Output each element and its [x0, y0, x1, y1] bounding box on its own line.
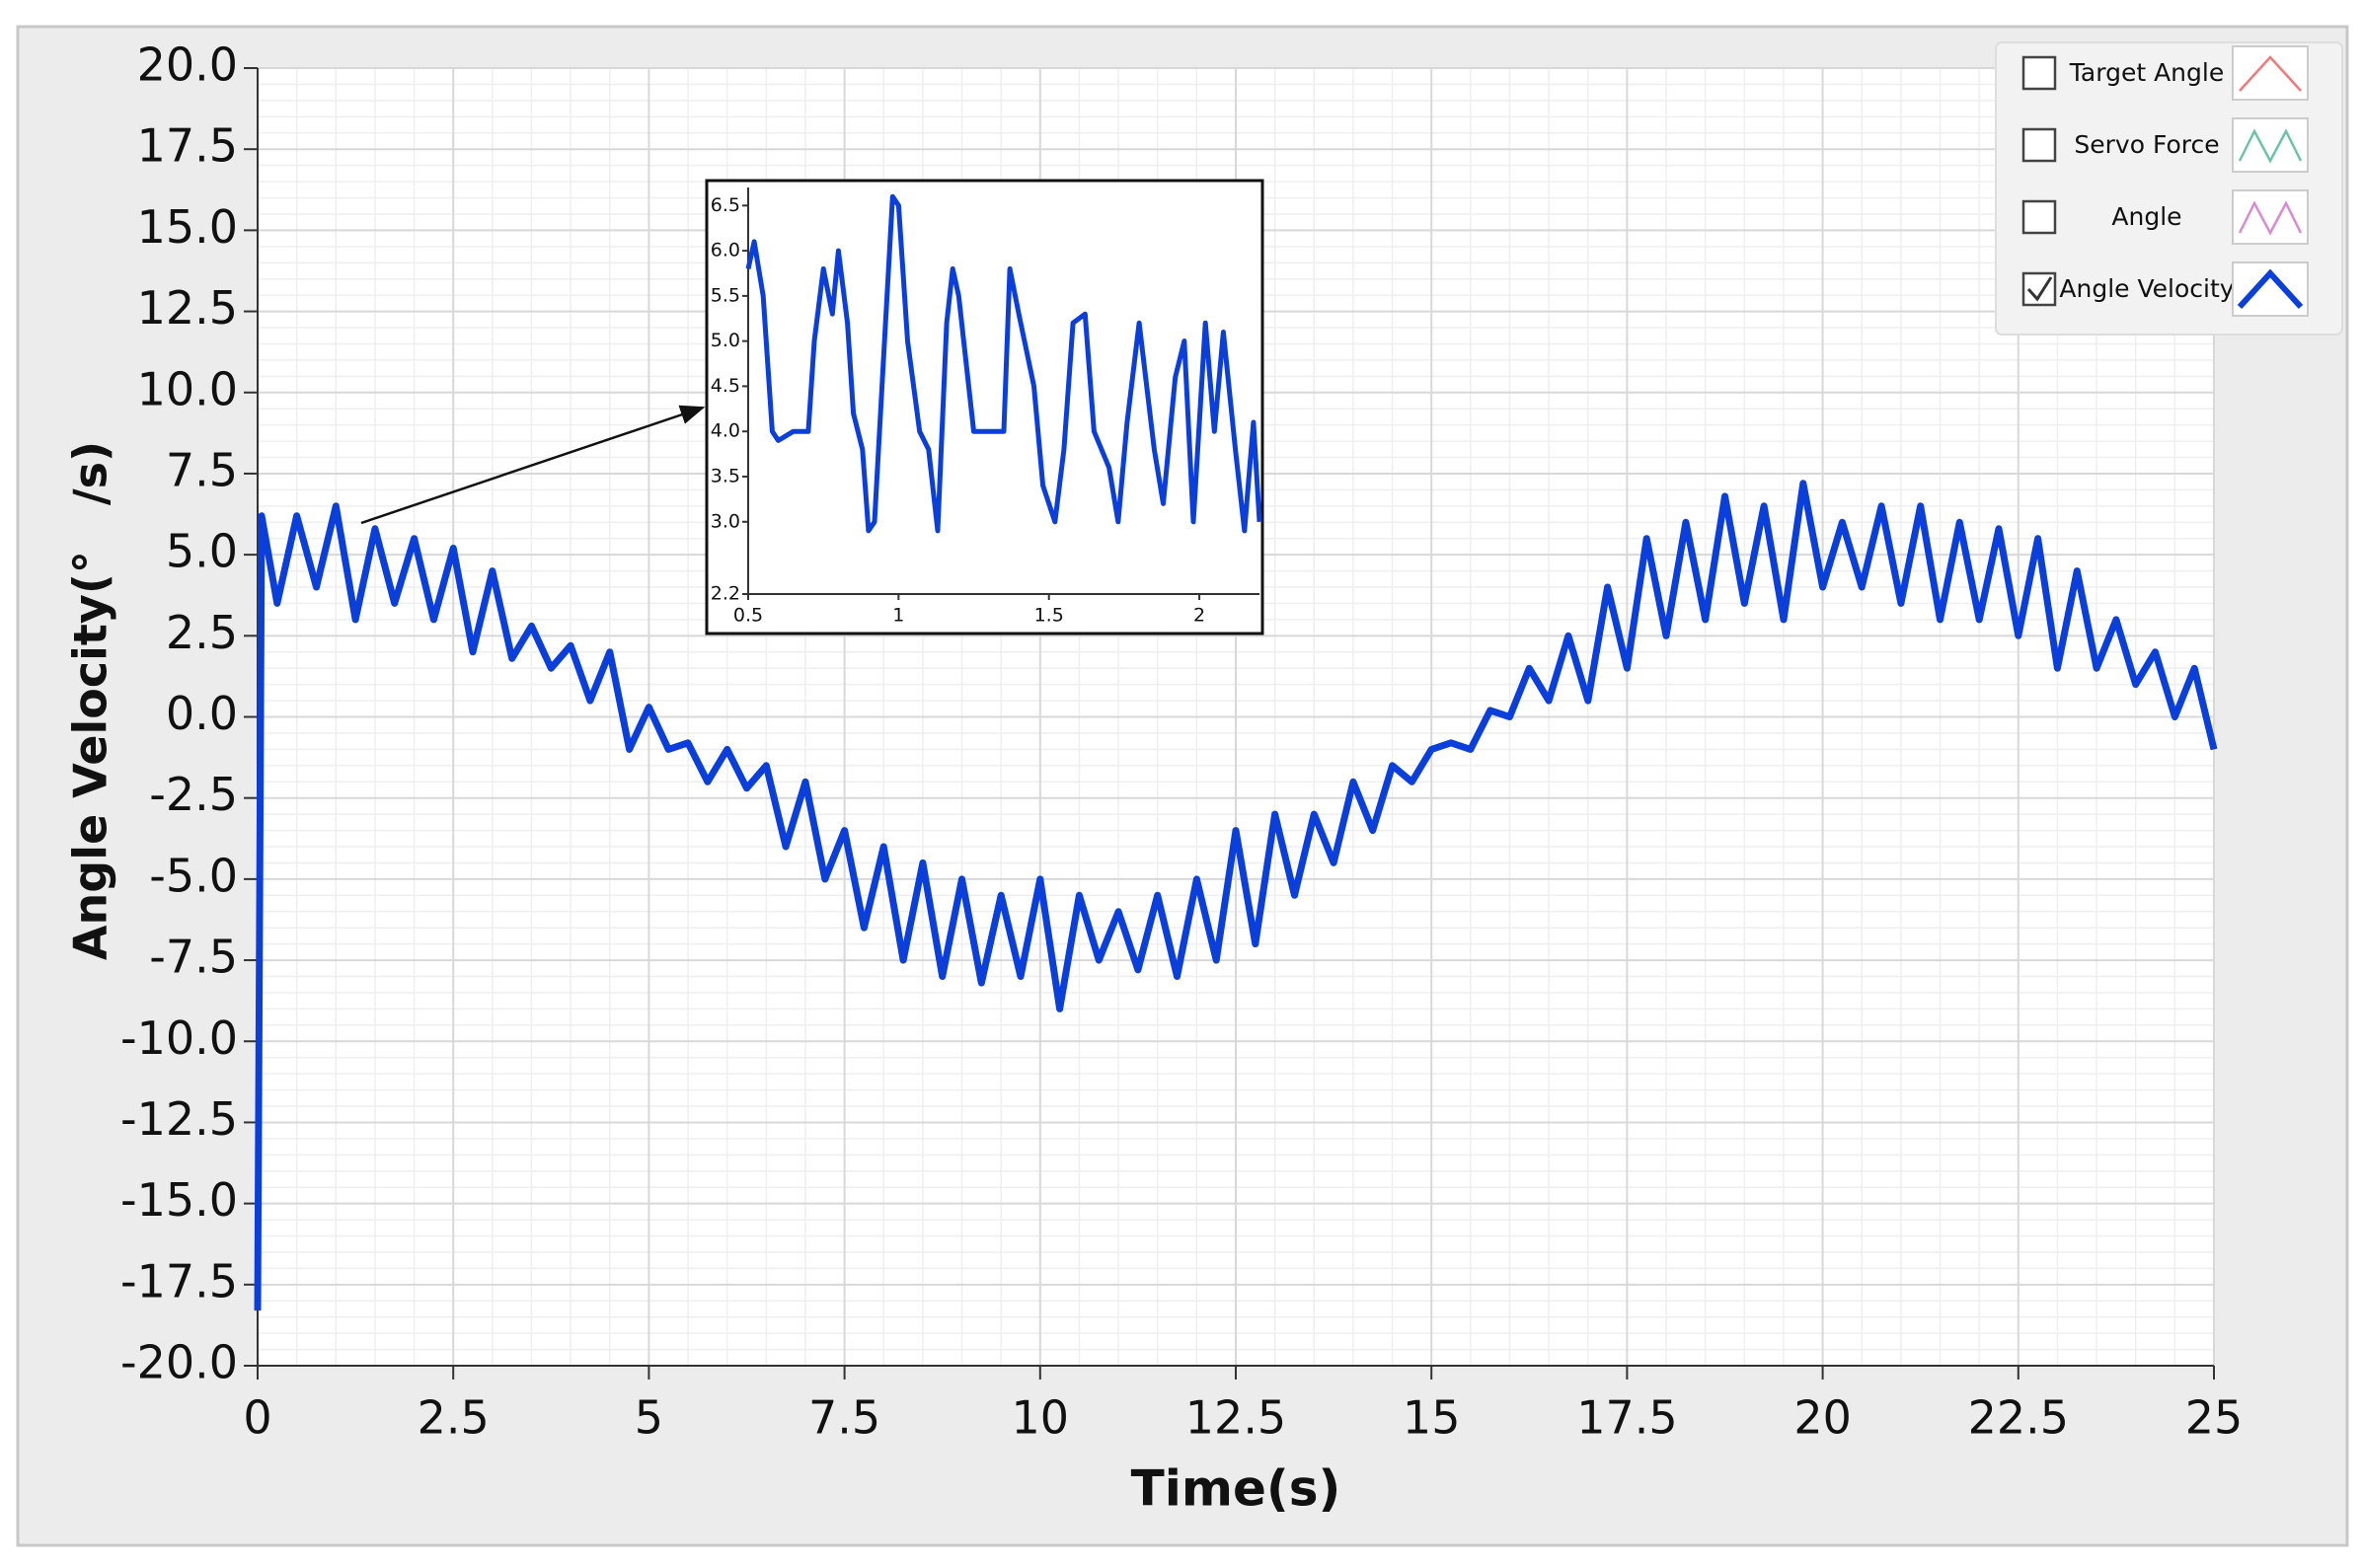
x-tick-label: 10 — [1012, 1391, 1070, 1445]
x-tick-label: 12.5 — [1185, 1391, 1286, 1445]
y-tick-label: 20.0 — [137, 38, 238, 92]
x-tick-label: 17.5 — [1576, 1391, 1677, 1445]
x-tick-label: 20 — [1793, 1391, 1852, 1445]
legend-checkmark — [2026, 276, 2053, 302]
data-line — [745, 193, 1262, 534]
y-tick-label: 2.2 — [711, 583, 740, 605]
x-tick-label: 0 — [243, 1391, 271, 1445]
legend-swatch — [2237, 268, 2304, 310]
legend-checkbox[interactable] — [2021, 199, 2057, 235]
y-tick-label: 12.5 — [137, 281, 238, 335]
legend-label: Target Angle — [2069, 58, 2224, 87]
x-tick-label: 22.5 — [1968, 1391, 2069, 1445]
y-axis-title: Angle Velocity(° /s) — [64, 441, 117, 960]
legend-checkbox[interactable] — [2021, 55, 2057, 91]
y-tick-label: 3.5 — [711, 465, 740, 486]
legend-swatch-box — [2232, 45, 2309, 101]
x-tick-label: 25 — [2185, 1391, 2244, 1445]
annotation-arrow — [360, 405, 706, 525]
y-tick-label: -2.5 — [149, 768, 238, 821]
x-tick-label: 15 — [1403, 1391, 1461, 1445]
legend-label: Servo Force — [2074, 130, 2219, 159]
y-tick-label: 3.0 — [711, 510, 740, 532]
x-tick-label: 2.5 — [418, 1391, 490, 1445]
y-tick-label: 5.0 — [711, 330, 740, 351]
y-tick-label: -17.5 — [120, 1254, 238, 1307]
x-tick-label: 0.5 — [733, 605, 763, 627]
legend-checkbox[interactable] — [2021, 127, 2057, 163]
legend-swatch-box — [2232, 117, 2309, 173]
y-tick-label: 17.5 — [137, 119, 238, 173]
legend-swatch — [2238, 200, 2303, 236]
y-tick-label: -12.5 — [120, 1092, 238, 1146]
y-tick-label: -20.0 — [120, 1336, 238, 1389]
y-tick-label: 4.5 — [711, 375, 740, 397]
legend-label: Angle — [2111, 202, 2181, 231]
y-tick-label: -5.0 — [149, 849, 238, 902]
y-tick-label: 10.0 — [137, 362, 238, 415]
x-tick-label: 2 — [1193, 605, 1205, 627]
y-tick-label: 0.0 — [166, 687, 238, 740]
y-tick-label: 6.5 — [711, 194, 740, 216]
y-tick-label: 4.0 — [711, 420, 740, 442]
legend-swatch — [2239, 55, 2302, 92]
y-tick-label: 5.0 — [166, 525, 238, 578]
x-tick-label: 7.5 — [808, 1391, 880, 1445]
y-tick-label: 5.5 — [711, 284, 740, 306]
y-tick-label: -15.0 — [120, 1173, 238, 1227]
y-tick-label: 7.5 — [166, 443, 238, 496]
y-tick-label: -7.5 — [149, 931, 238, 984]
legend-label: Angle Velocity — [2059, 274, 2234, 303]
x-tick-label: 5 — [635, 1391, 663, 1445]
inset-frame — [705, 179, 1264, 635]
x-tick-label: 1.5 — [1034, 605, 1064, 627]
x-axis-title: Time(s) — [1131, 1460, 1341, 1518]
legend-swatch — [2238, 128, 2303, 164]
data-line — [254, 480, 2218, 1311]
legend-swatch-box — [2232, 189, 2309, 245]
y-tick-label: 6.0 — [711, 240, 740, 261]
y-tick-label: 15.0 — [137, 200, 238, 254]
y-tick-label: -10.0 — [120, 1011, 238, 1065]
x-tick-label: 1 — [892, 605, 904, 627]
y-tick-label: 2.5 — [166, 606, 238, 659]
